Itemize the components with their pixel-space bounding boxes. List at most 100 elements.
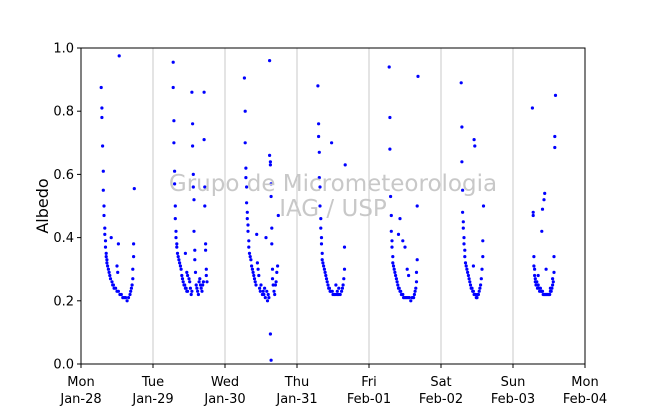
data-point: [269, 194, 273, 199]
data-point: [479, 283, 483, 287]
data-point: [247, 251, 252, 255]
data-point: [201, 280, 205, 284]
data-point: [109, 236, 113, 240]
data-point: [465, 267, 469, 271]
y-axis-label: Albedo: [33, 178, 52, 233]
data-point: [414, 280, 419, 284]
data-point: [193, 248, 197, 252]
data-point: [321, 261, 325, 265]
data-point: [191, 122, 195, 126]
data-point: [173, 217, 177, 221]
data-point: [259, 283, 263, 287]
data-point: [317, 150, 321, 154]
data-point: [270, 242, 274, 246]
data-point: [103, 239, 108, 243]
data-point: [103, 245, 108, 249]
data-point: [388, 115, 392, 120]
data-point: [548, 292, 552, 297]
data-point: [202, 90, 206, 94]
data-point: [204, 248, 208, 252]
data-point: [245, 210, 249, 214]
data-point: [100, 106, 104, 110]
data-point: [391, 261, 395, 265]
data-point: [466, 270, 470, 274]
watermark-line-2: IAG / USP: [279, 196, 387, 222]
data-point: [190, 90, 194, 94]
data-point: [246, 223, 250, 227]
x-tick-day-label: Sun: [501, 375, 526, 390]
data-point: [252, 277, 257, 281]
data-point: [391, 264, 396, 268]
data-point: [265, 289, 269, 293]
data-point: [175, 251, 180, 255]
data-point: [401, 239, 405, 243]
data-point: [264, 236, 268, 240]
data-point: [186, 289, 190, 293]
data-point: [265, 299, 270, 303]
data-point: [276, 213, 280, 218]
data-point: [204, 242, 208, 246]
data-point: [103, 232, 107, 236]
data-point: [533, 267, 537, 271]
data-point: [248, 255, 252, 259]
data-point: [318, 204, 322, 208]
data-point: [319, 236, 324, 240]
data-point: [256, 267, 260, 271]
data-point: [480, 267, 484, 271]
data-point: [268, 153, 272, 157]
data-point: [387, 65, 391, 69]
data-point: [534, 283, 538, 287]
data-point: [246, 229, 250, 233]
data-point: [200, 289, 204, 293]
data-point: [100, 115, 104, 120]
data-point: [202, 138, 206, 142]
data-point: [552, 270, 556, 274]
data-point: [549, 289, 553, 293]
data-point: [174, 236, 178, 240]
data-point: [101, 188, 105, 192]
data-point: [395, 280, 399, 284]
data-point: [172, 141, 176, 145]
data-point: [318, 185, 322, 189]
y-tick-label: 0.4: [53, 231, 74, 246]
data-point: [396, 283, 400, 287]
data-point: [540, 229, 544, 233]
data-point: [319, 226, 323, 230]
data-point: [268, 160, 272, 164]
data-point: [542, 198, 546, 202]
data-point: [101, 169, 105, 173]
data-point: [178, 264, 182, 268]
data-point: [275, 270, 279, 274]
data-point: [250, 267, 254, 271]
data-point: [192, 229, 196, 233]
data-point: [173, 182, 177, 186]
data-point: [269, 182, 273, 186]
data-point: [415, 204, 419, 208]
y-tick-label: 1.0: [53, 42, 74, 57]
data-point: [188, 286, 192, 290]
data-point: [198, 277, 202, 281]
data-point: [317, 134, 321, 139]
data-point: [320, 251, 324, 255]
data-point: [461, 226, 465, 230]
data-point: [394, 277, 398, 281]
data-point: [268, 59, 272, 63]
data-point: [186, 273, 190, 278]
data-point: [473, 144, 477, 148]
y-tick-label: 0.6: [53, 168, 74, 183]
data-point: [463, 248, 467, 252]
data-point: [185, 270, 189, 274]
data-point: [178, 261, 182, 265]
data-point: [324, 277, 329, 281]
data-point: [104, 251, 108, 255]
data-point: [477, 289, 481, 293]
data-point: [268, 163, 272, 167]
data-point: [481, 204, 486, 208]
data-point: [551, 280, 555, 284]
data-point: [468, 280, 472, 284]
data-point: [261, 289, 265, 293]
data-point: [274, 280, 278, 284]
data-point: [316, 84, 320, 88]
data-point: [401, 292, 405, 297]
data-point: [342, 267, 347, 271]
